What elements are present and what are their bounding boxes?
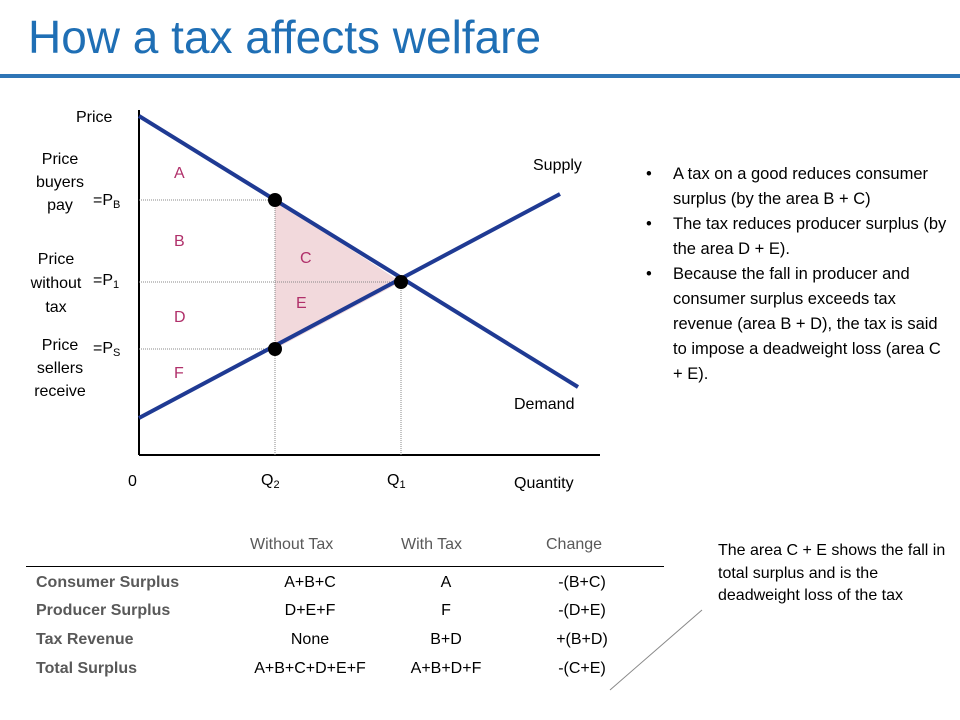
area-e-label: E (296, 295, 307, 312)
cell-consumer-without: A+B+C (284, 574, 336, 591)
cell-revenue-with: B+D (430, 631, 462, 648)
demand-curve (137, 114, 580, 389)
bullet-item: The tax reduces producer surplus (by the… (640, 212, 952, 262)
ps-text: =P (93, 340, 114, 357)
note-pointer-line (609, 609, 703, 691)
p1-tick-label: =P1 (93, 271, 119, 295)
area-b-label: B (174, 233, 185, 250)
col-header-change: Change (546, 536, 603, 553)
label-line: buyers (35, 174, 85, 191)
title-underline (0, 74, 960, 78)
cell-producer-without: D+E+F (284, 602, 336, 619)
y-axis-label: Price (76, 109, 113, 126)
cell-consumer-with: A (440, 574, 452, 591)
area-f-label: F (174, 365, 184, 382)
explanation-bullet-list: A tax on a good reduces consumer surplus… (640, 162, 952, 387)
label-line: tax (45, 299, 67, 316)
price-without-tax-label: Price without tax (14, 248, 98, 320)
pb-subscript: B (113, 199, 121, 211)
table-header-rule (26, 566, 664, 567)
area-c-label: C (300, 250, 312, 267)
deadweight-loss-note: The area C + E shows the fall in total s… (718, 542, 946, 604)
p1-text: =P (93, 272, 114, 289)
cell-consumer-change: -(B+C) (558, 574, 606, 591)
q2-text: Q (261, 472, 274, 489)
row-label-total-surplus: Total Surplus (36, 660, 138, 677)
buyer-price-point (268, 193, 282, 207)
seller-price-point (268, 342, 282, 356)
label-line: receive (34, 383, 86, 400)
row-label-consumer-surplus: Consumer Surplus (36, 574, 180, 591)
cell-producer-change: -(D+E) (558, 602, 606, 619)
page-title: How a tax affects welfare (28, 11, 542, 63)
label-line: Price (37, 251, 75, 268)
pb-text: =P (93, 192, 114, 209)
p1-subscript: 1 (113, 279, 120, 291)
cell-total-change: -(C+E) (558, 660, 606, 677)
bullet-item: Because the fall in producer and consume… (640, 262, 952, 387)
supply-curve (138, 192, 561, 420)
supply-label: Supply (533, 157, 582, 174)
q1-tick-label: Q1 (387, 471, 406, 495)
label-line: Price (41, 337, 79, 354)
pb-tick-label: =PB (93, 191, 120, 215)
row-label-tax-revenue: Tax Revenue (36, 631, 134, 648)
ps-tick-label: =PS (93, 339, 120, 363)
cell-revenue-without: None (290, 631, 330, 648)
col-header-without-tax: Without Tax (250, 536, 334, 553)
q2-subscript: 2 (273, 479, 280, 491)
label-line: without (30, 275, 82, 292)
row-label-producer-surplus: Producer Surplus (36, 602, 171, 619)
col-header-with-tax: With Tax (401, 536, 463, 553)
origin-label: 0 (128, 473, 137, 490)
cell-producer-with: F (441, 602, 451, 619)
area-a-label: A (174, 165, 185, 182)
label-line: sellers (36, 360, 84, 377)
area-d-label: D (174, 309, 186, 326)
label-line: Price (41, 151, 79, 168)
q1-subscript: 1 (399, 479, 406, 491)
q1-text: Q (387, 472, 400, 489)
equilibrium-point (394, 275, 408, 289)
deadweight-loss-area (275, 200, 401, 349)
label-line: pay (47, 197, 73, 214)
cell-total-without: A+B+C+D+E+F (254, 660, 366, 677)
q2-tick-label: Q2 (261, 471, 280, 495)
cell-total-with: A+B+D+F (410, 660, 482, 677)
cell-revenue-change: +(B+D) (556, 631, 608, 648)
ps-subscript: S (113, 347, 121, 359)
x-axis-label: Quantity (514, 475, 574, 492)
bullet-item: A tax on a good reduces consumer surplus… (640, 162, 952, 212)
demand-label: Demand (514, 396, 575, 413)
price-buyers-pay-label: Price buyers pay (18, 148, 102, 217)
price-sellers-receive-label: Price sellers receive (18, 334, 102, 403)
